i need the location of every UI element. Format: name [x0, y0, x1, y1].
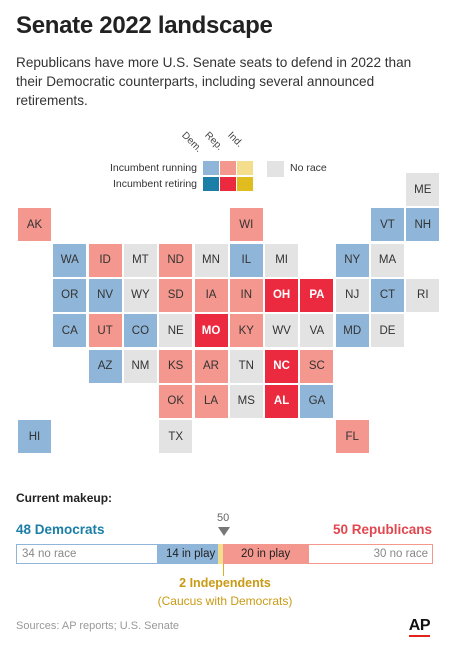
- state-tile-wy: WY: [123, 278, 157, 312]
- state-tile-ma: MA: [371, 243, 404, 277]
- independents-pointer: [223, 564, 224, 576]
- state-tile-al: AL: [265, 384, 299, 418]
- state-tile-id: ID: [88, 243, 122, 277]
- state-tile-ms: MS: [229, 384, 263, 418]
- state-tile-tn: TN: [229, 349, 263, 383]
- republicans-count: 50 Republicans: [332, 522, 432, 537]
- state-tile-ct: CT: [371, 278, 404, 312]
- state-tile-de: DE: [371, 314, 404, 348]
- legend-swatch-ind-running: [237, 161, 253, 175]
- legend-swatch-ind-retiring: [237, 177, 253, 191]
- state-tile-mo: MO: [194, 314, 228, 348]
- state-tile-wa: WA: [53, 243, 87, 277]
- state-tile-mi: MI: [265, 243, 299, 277]
- legend-col-rep: Rep.: [202, 130, 225, 153]
- dem-in-play-bar: 14 in play: [158, 544, 218, 564]
- state-tile-ca: CA: [53, 314, 87, 348]
- state-tile-nc: NC: [265, 349, 299, 383]
- state-tile-pa: PA: [300, 278, 334, 312]
- state-tile-ne: NE: [159, 314, 193, 348]
- state-tile-ga: GA: [300, 384, 334, 418]
- state-tile-tx: TX: [159, 420, 193, 454]
- state-tile-vt: VT: [371, 208, 404, 242]
- state-tile-la: LA: [194, 384, 228, 418]
- state-tile-nv: NV: [88, 278, 122, 312]
- makeup-label: Current makeup:: [16, 491, 113, 505]
- state-tile-co: CO: [123, 314, 157, 348]
- independents-count: 2 Independents: [179, 576, 271, 590]
- state-tile-oh: OH: [265, 278, 299, 312]
- legend-swatch-no-race: [267, 161, 284, 177]
- state-tile-me: ME: [406, 173, 440, 206]
- rep-in-play-bar: 20 in play: [223, 544, 308, 564]
- state-tile-ok: OK: [159, 384, 193, 418]
- legend-swatch-dem-running: [203, 161, 219, 175]
- independents-note: (Caucus with Democrats): [157, 594, 293, 608]
- dem-no-race-bar: 34 no race: [16, 544, 158, 564]
- state-tile-nh: NH: [406, 208, 440, 242]
- state-tile-in: IN: [229, 278, 263, 312]
- state-tile-hi: HI: [18, 420, 51, 454]
- state-tile-fl: FL: [335, 420, 369, 454]
- state-tile-va: VA: [300, 314, 334, 348]
- state-tile-wv: WV: [265, 314, 299, 348]
- state-tile-ky: KY: [229, 314, 263, 348]
- majority-marker-icon: [218, 527, 230, 536]
- legend-no-race-label: No race: [290, 162, 327, 174]
- state-tile-il: IL: [229, 243, 263, 277]
- legend-col-dem: Dem.: [179, 130, 204, 155]
- state-tile-nm: NM: [123, 349, 157, 383]
- state-tile-ut: UT: [88, 314, 122, 348]
- majority-threshold-label: 50: [217, 512, 230, 524]
- state-tile-ny: NY: [335, 243, 369, 277]
- state-tile-mn: MN: [194, 243, 228, 277]
- page-title: Senate 2022 landscape: [16, 12, 273, 39]
- state-tile-ia: IA: [194, 278, 228, 312]
- state-tile-nd: ND: [159, 243, 193, 277]
- page-subtitle: Republicans have more U.S. Senate seats …: [16, 55, 412, 108]
- state-tile-sc: SC: [300, 349, 334, 383]
- state-tile-or: OR: [53, 278, 87, 312]
- state-tile-ks: KS: [159, 349, 193, 383]
- state-tile-mt: MT: [123, 243, 157, 277]
- legend-col-ind: Ind.: [225, 130, 245, 150]
- sources-credit: Sources: AP reports; U.S. Senate: [16, 620, 180, 632]
- legend-swatch-rep-retiring: [220, 177, 236, 191]
- state-tile-wi: WI: [229, 208, 263, 242]
- ap-logo: AP: [408, 617, 431, 637]
- state-tile-ar: AR: [194, 349, 228, 383]
- legend-row-running: Incumbent running: [110, 162, 197, 174]
- legend-swatch-dem-retiring: [203, 177, 219, 191]
- state-tile-ak: AK: [18, 208, 51, 242]
- rep-no-race-bar: 30 no race: [308, 544, 433, 564]
- state-tile-md: MD: [335, 314, 369, 348]
- independents-bar: [218, 544, 223, 564]
- state-tile-nj: NJ: [335, 278, 369, 312]
- state-tile-az: AZ: [88, 349, 122, 383]
- democrats-count: 48 Democrats: [16, 522, 105, 537]
- state-tile-sd: SD: [159, 278, 193, 312]
- legend-row-retiring: Incumbent retiring: [112, 178, 197, 190]
- legend-swatch-rep-running: [220, 161, 236, 175]
- state-tile-ri: RI: [406, 278, 440, 312]
